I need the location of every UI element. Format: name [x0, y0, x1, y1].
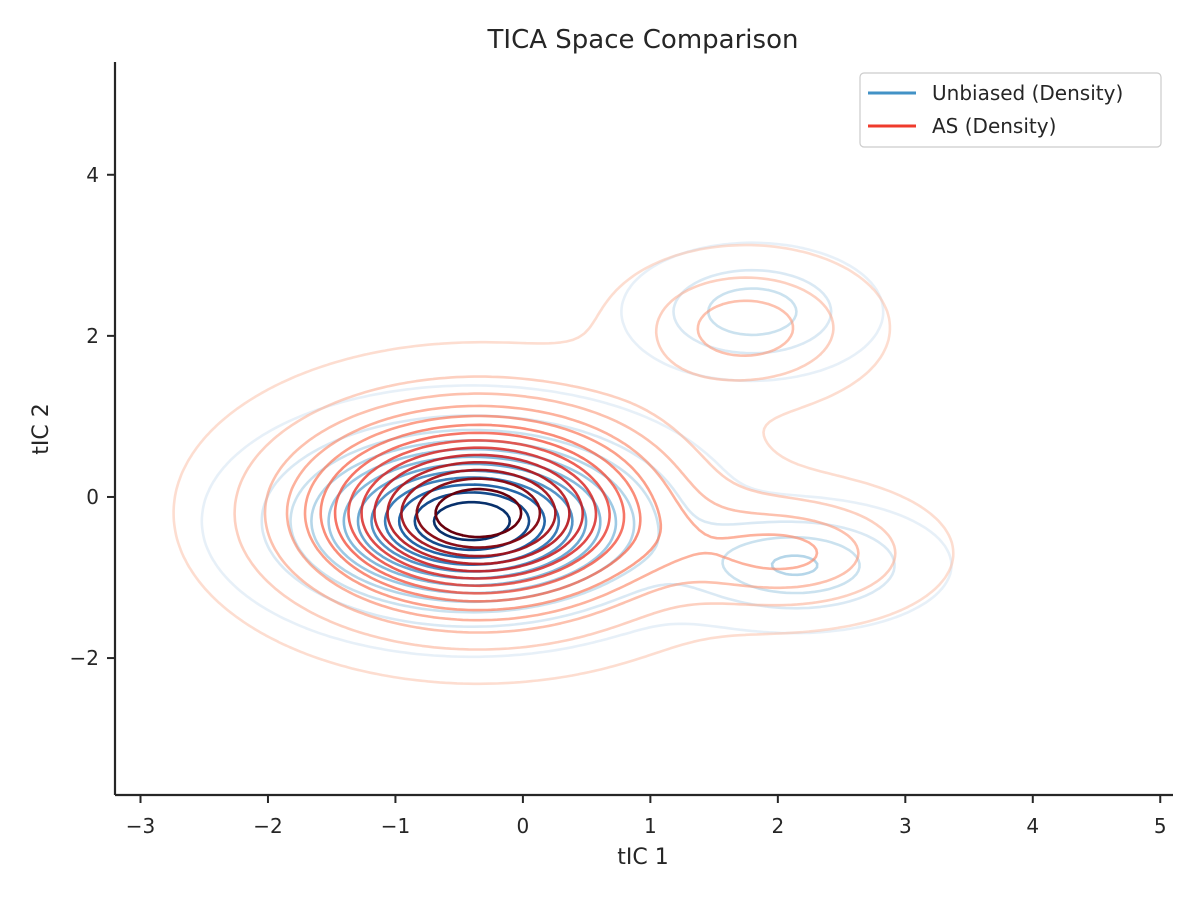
chart-title: TICA Space Comparison: [487, 25, 799, 55]
legend: Unbiased (Density) AS (Density): [859, 72, 1162, 148]
y-axis-ticks: −2 0 2 4: [70, 163, 115, 670]
contour-line: [303, 414, 663, 612]
contour-line: [400, 468, 557, 558]
x-tick-label: 1: [644, 814, 657, 838]
contour-line: [319, 423, 642, 603]
x-tick-label: −2: [253, 814, 282, 838]
x-tick-label: −1: [381, 814, 410, 838]
contour-line: [289, 287, 861, 614]
contour-line: [260, 268, 896, 628]
y-tick-label: 4: [86, 163, 99, 187]
x-tick-label: 3: [899, 814, 912, 838]
contour-line: [386, 461, 571, 566]
contour-line: [434, 487, 523, 539]
contour-line: [263, 299, 860, 634]
x-tick-label: 0: [517, 814, 530, 838]
contour-line: [373, 453, 584, 573]
contour-line: [172, 243, 955, 686]
x-tick-label: −3: [126, 814, 155, 838]
contour-line: [285, 404, 819, 622]
contour-line: [200, 241, 953, 659]
x-axis-label: tIC 1: [617, 845, 668, 870]
contour-line: [347, 439, 611, 588]
legend-label-as: AS (Density): [932, 114, 1056, 138]
contour-line: [333, 431, 626, 595]
x-tick-label: 4: [1026, 814, 1039, 838]
y-tick-label: 2: [86, 324, 99, 348]
x-tick-label: 2: [771, 814, 784, 838]
x-axis-ticks: −3 −2 −1 0 1 2 3 4 5: [126, 795, 1167, 838]
y-tick-label: −2: [70, 646, 99, 670]
legend-label-unbiased: Unbiased (Density): [932, 81, 1123, 105]
legend-frame: [859, 72, 1162, 148]
y-tick-label: 0: [86, 485, 99, 509]
as-density-contours: [172, 243, 955, 686]
x-tick-label: 5: [1154, 814, 1167, 838]
contour-line: [415, 477, 542, 549]
contour-line: [233, 276, 897, 651]
y-axis-label: tIC 2: [29, 403, 54, 454]
contour-line: [360, 446, 598, 580]
